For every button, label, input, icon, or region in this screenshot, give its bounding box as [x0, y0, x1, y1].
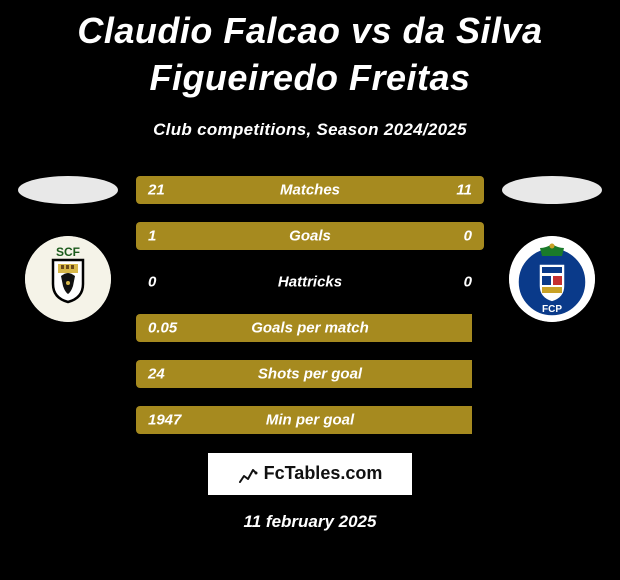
fctables-icon: [238, 464, 258, 484]
svg-text:SCF: SCF: [56, 245, 80, 259]
farense-badge-icon: SCF: [25, 236, 111, 322]
stat-value-left: 24: [148, 365, 165, 382]
page-title: Claudio Falcao vs da Silva Figueiredo Fr…: [0, 0, 620, 102]
footer-date: 11 february 2025: [0, 512, 620, 532]
stat-value-left: 0: [148, 273, 156, 290]
stat-bar: 1 Goals 0: [136, 222, 484, 250]
svg-text:FCP: FCP: [542, 304, 562, 315]
stat-bar-left-fill: [136, 222, 404, 250]
stat-value-left: 1947: [148, 411, 181, 428]
brand-badge[interactable]: FcTables.com: [207, 452, 413, 496]
stat-value-right: 0: [464, 273, 472, 290]
comparison-row: SCF 21Matches111Goals00Hattricks00.05Goa…: [0, 176, 620, 434]
stat-label: Goals per match: [251, 319, 369, 336]
porto-badge-icon: FCP: [509, 236, 595, 322]
stat-bar: 24 Shots per goal: [136, 360, 484, 388]
stat-value-right: 0: [464, 227, 472, 244]
left-player-photo: [18, 176, 118, 204]
stat-label: Hattricks: [278, 273, 342, 290]
stat-value-left: 21: [148, 181, 165, 198]
stat-value-right: 11: [456, 181, 472, 198]
stat-bar: 0.05 Goals per match: [136, 314, 484, 342]
stat-bars: 21Matches111Goals00Hattricks00.05Goals p…: [136, 176, 484, 434]
stat-value-left: 0.05: [148, 319, 177, 336]
stat-label: Goals: [289, 227, 331, 244]
stat-label: Shots per goal: [258, 365, 362, 382]
left-player-col: SCF: [18, 176, 118, 322]
right-player-photo: [502, 176, 602, 204]
stat-bar: 1947 Min per goal: [136, 406, 484, 434]
subtitle: Club competitions, Season 2024/2025: [0, 120, 620, 140]
stat-bar: 21 Matches 11: [136, 176, 484, 204]
stat-label: Matches: [280, 181, 340, 198]
brand-label: FcTables.com: [264, 463, 383, 484]
right-player-col: FCP: [502, 176, 602, 322]
stat-bar: 0 Hattricks 0: [136, 268, 484, 296]
stat-label: Min per goal: [266, 411, 354, 428]
stat-value-left: 1: [148, 227, 156, 244]
